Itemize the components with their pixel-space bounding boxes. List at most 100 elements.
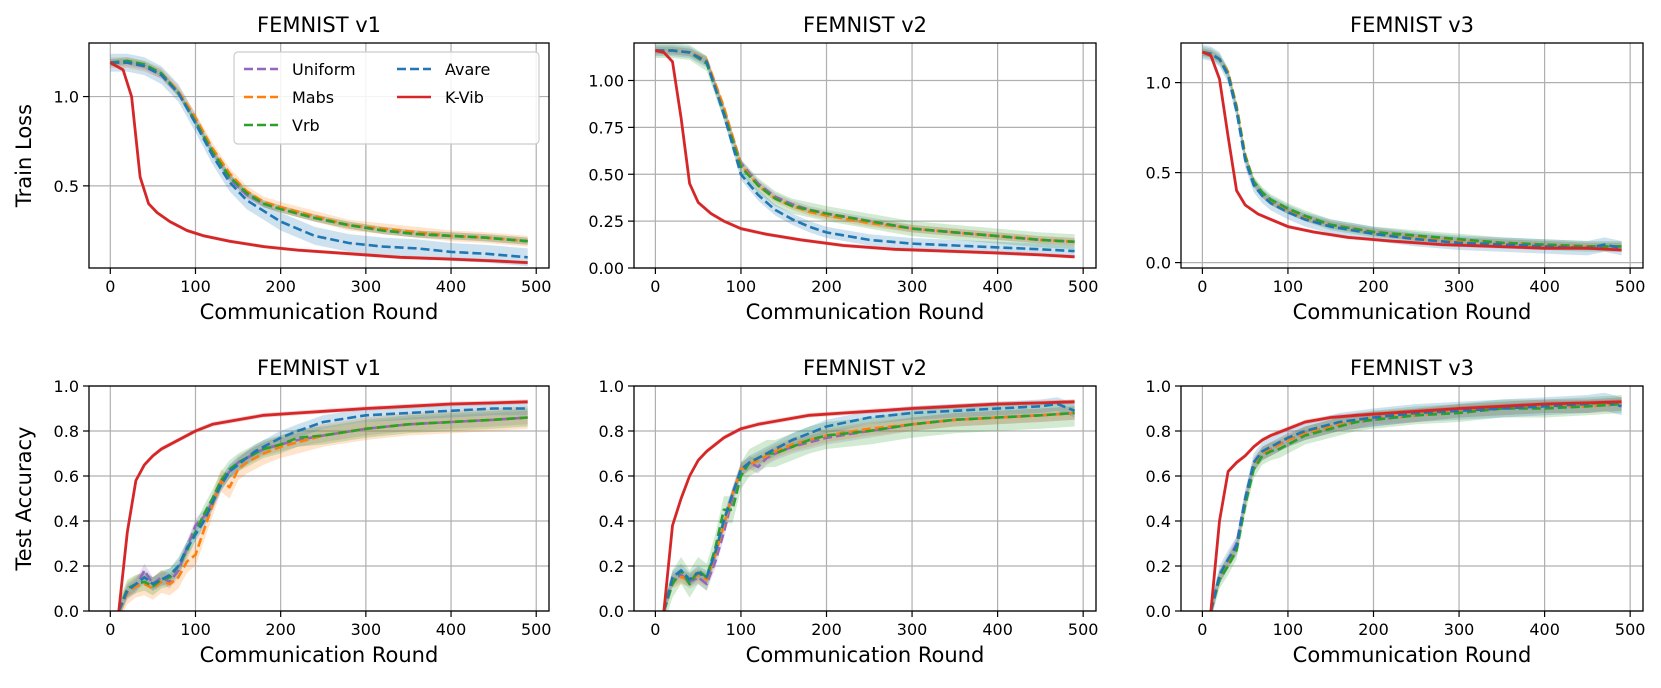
axes-frame <box>633 385 1097 612</box>
y-tick-label: 0.2 <box>1146 557 1171 576</box>
y-tick-label: 0.0 <box>54 602 79 621</box>
x-tick-label: 200 <box>811 620 842 639</box>
y-axis-label: Train Loss <box>12 104 36 208</box>
x-tick-label: 100 <box>1273 277 1304 296</box>
x-tick-label: 500 <box>1068 620 1099 639</box>
y-tick-label: 0.0 <box>1146 254 1171 273</box>
series-band-avare <box>1202 44 1622 256</box>
chart-panel-p22: 0 100 200 300 400 500 0.0 0.2 0.4 0.6 0.8 1.0 FEMNIS… <box>599 356 1099 667</box>
y-tick-label: 0.6 <box>599 467 624 486</box>
x-tick-label: 200 <box>1358 277 1389 296</box>
y-tick-label: 0.5 <box>1146 164 1171 183</box>
legend-label-mabs: Mabs <box>292 88 334 107</box>
legend-label-k-vib: K-Vib <box>445 88 484 107</box>
chart-title: FEMNIST v3 <box>1350 13 1474 37</box>
x-axis-label: Communication Round <box>746 300 985 324</box>
y-tick-label: 0.8 <box>599 422 624 441</box>
chart-panel-p12: 0 100 200 300 400 500 0.00 0.25 0.50 0.75 1.00 FEMN… <box>588 13 1098 324</box>
x-tick-label: 500 <box>1615 620 1646 639</box>
series-band-avare <box>663 397 1075 611</box>
x-tick-label: 0 <box>105 620 115 639</box>
x-tick-label: 400 <box>1529 620 1560 639</box>
chart-title: FEMNIST v3 <box>1350 356 1474 380</box>
y-tick-label: 0.6 <box>1146 467 1171 486</box>
y-tick-label: 1.0 <box>599 377 624 396</box>
x-tick-label: 300 <box>351 620 382 639</box>
x-tick-label: 0 <box>650 620 660 639</box>
x-tick-label: 100 <box>726 620 757 639</box>
y-axis-label: Test Accuracy <box>12 427 36 572</box>
x-axis-label: Communication Round <box>746 643 985 667</box>
axes-frame <box>633 42 1097 269</box>
x-tick-label: 300 <box>1444 277 1475 296</box>
x-tick-label: 100 <box>726 277 757 296</box>
series-band-vrb <box>1210 395 1622 611</box>
legend-label-uniform: Uniform <box>292 60 356 79</box>
x-tick-label: 200 <box>265 620 296 639</box>
series-line-avare <box>110 61 528 259</box>
x-tick-label: 300 <box>897 277 928 296</box>
chart-panel-p23: 0 100 200 300 400 500 0.0 0.2 0.4 0.6 0.8 1.0 FEMNIS… <box>1146 356 1646 667</box>
legend-label-avare: Avare <box>445 60 490 79</box>
chart-title: FEMNIST v2 <box>803 13 927 37</box>
series-line-mabs <box>110 61 528 243</box>
axes-frame <box>1180 385 1644 612</box>
series-line-k-vib <box>117 400 528 611</box>
series-band-vrb <box>655 43 1075 250</box>
y-tick-label: 0.25 <box>588 212 624 231</box>
x-tick-label: 400 <box>436 277 467 296</box>
y-tick-label: 0.2 <box>599 557 624 576</box>
x-tick-label: 200 <box>265 277 296 296</box>
series-band-uniform <box>1210 397 1622 611</box>
x-tick-label: 500 <box>521 277 552 296</box>
x-tick-label: 200 <box>811 277 842 296</box>
chart-panel-p13: 0 100 200 300 400 500 0.0 0.5 1.0 FEMNIST v3 Commu… <box>1146 13 1646 324</box>
x-tick-label: 0 <box>105 277 115 296</box>
legend-box <box>233 51 540 145</box>
y-tick-label: 1.0 <box>1146 74 1171 93</box>
chart-panel-p21: 0 100 200 300 400 500 0.0 0.2 0.4 0.6 0.8 1.0 FEMNIS… <box>12 356 551 667</box>
series-line-avare <box>662 402 1076 611</box>
x-tick-label: 400 <box>436 620 467 639</box>
x-axis-label: Communication Round <box>200 643 439 667</box>
axes-frame <box>88 385 550 612</box>
x-tick-label: 300 <box>897 620 928 639</box>
axes-frame <box>1180 42 1644 269</box>
series-line-k-vib <box>1209 400 1622 611</box>
y-tick-label: 0.4 <box>54 512 79 531</box>
x-tick-label: 500 <box>1068 277 1099 296</box>
y-tick-label: 0.50 <box>588 165 624 184</box>
chart-title: FEMNIST v1 <box>257 356 381 380</box>
x-tick-label: 500 <box>521 620 552 639</box>
chart-title: FEMNIST v2 <box>803 356 927 380</box>
series-band-avare <box>110 53 528 267</box>
x-tick-label: 100 <box>180 620 211 639</box>
y-tick-label: 0.00 <box>588 259 624 278</box>
series-line-vrb <box>117 416 528 611</box>
y-tick-label: 0.4 <box>599 512 624 531</box>
y-tick-label: 0.5 <box>54 177 79 196</box>
x-tick-label: 500 <box>1615 277 1646 296</box>
series-line-avare <box>655 49 1075 253</box>
legend-label-vrb: Vrb <box>292 116 320 135</box>
series-line-k-vib <box>109 61 528 264</box>
y-tick-label: 1.00 <box>588 72 624 91</box>
x-tick-label: 0 <box>1197 277 1207 296</box>
series-line-k-vib <box>1201 50 1622 252</box>
x-axis-label: Communication Round <box>200 300 439 324</box>
x-axis-label: Communication Round <box>1293 643 1532 667</box>
x-tick-label: 400 <box>1529 277 1560 296</box>
chart-panel-p11: 0 100 200 300 400 500 0.5 1.0 FEMNIST v1 Communic… <box>12 13 551 324</box>
series-line-avare <box>1209 400 1622 611</box>
y-tick-label: 1.0 <box>1146 377 1171 396</box>
series-band-vrb <box>118 408 528 611</box>
x-tick-label: 100 <box>180 277 211 296</box>
series-line-k-vib <box>655 49 1075 259</box>
x-axis-label: Communication Round <box>1293 300 1532 324</box>
y-tick-label: 0.8 <box>54 422 79 441</box>
series-band-vrb <box>1202 46 1622 252</box>
x-tick-label: 200 <box>1358 620 1389 639</box>
series-band-uniform <box>1202 48 1622 251</box>
y-tick-label: 1.0 <box>54 377 79 396</box>
x-tick-label: 0 <box>1197 620 1207 639</box>
